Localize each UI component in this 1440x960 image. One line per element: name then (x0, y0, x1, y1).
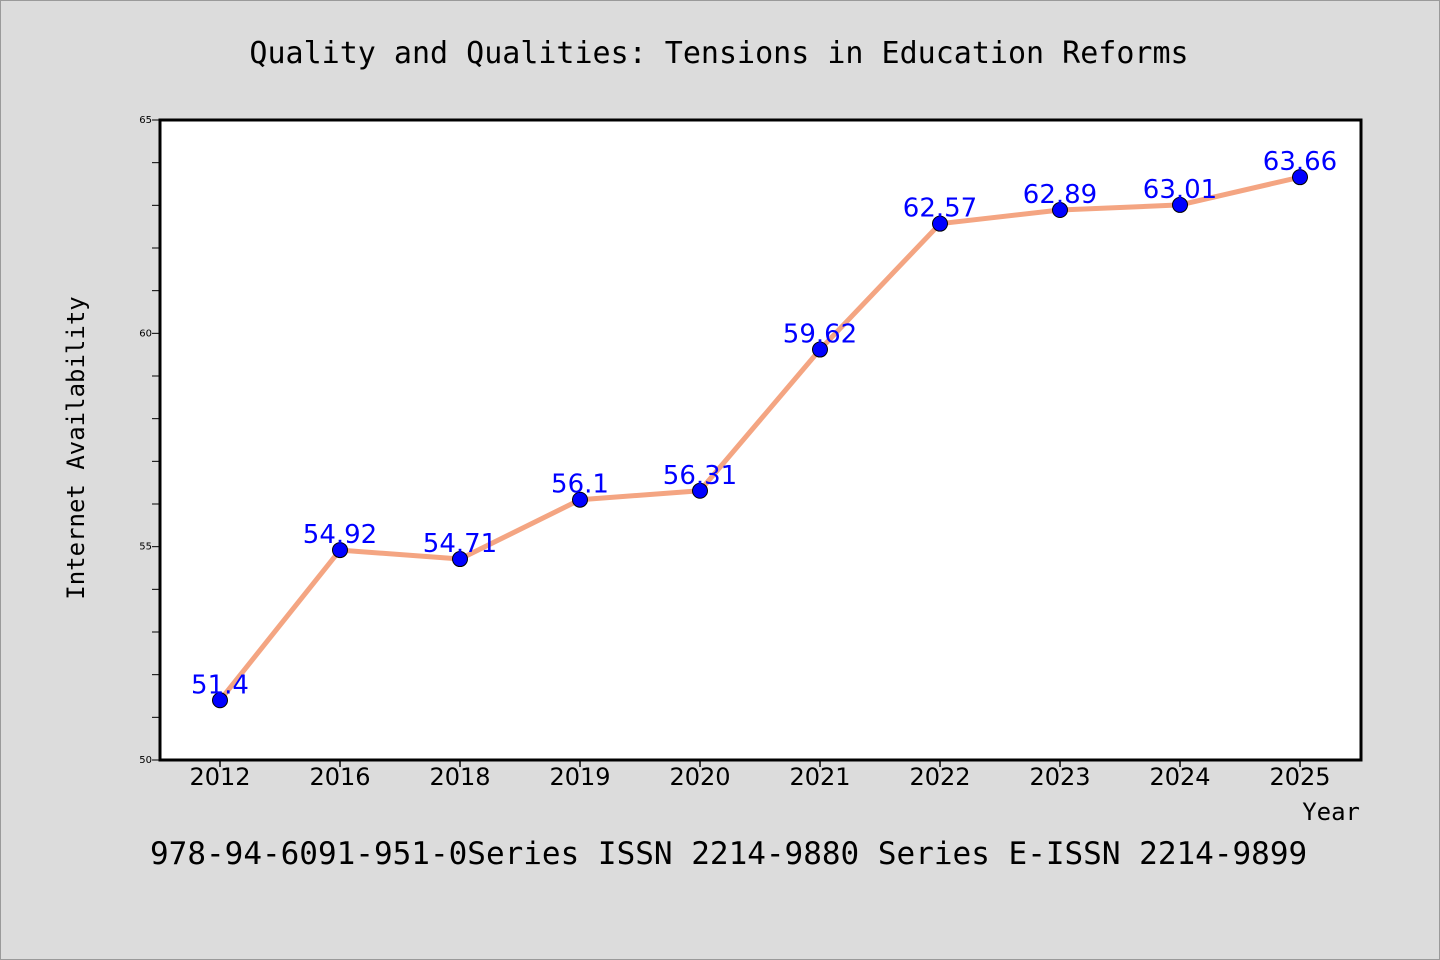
x-tick-label: 2016 (309, 763, 370, 791)
x-axis-title: Year (1302, 798, 1360, 826)
series-line (218, 174, 1301, 702)
plot-area (158, 118, 1363, 762)
data-label: 51.4 (191, 670, 249, 700)
data-label: 56.1 (551, 470, 609, 500)
data-point (932, 215, 948, 232)
data-point (452, 551, 468, 568)
data-point (1172, 196, 1188, 213)
data-markers (212, 169, 1308, 709)
x-tick-label: 2023 (1029, 763, 1090, 791)
data-label: 54.92 (303, 520, 377, 550)
x-tick-label: 2012 (189, 763, 250, 791)
data-label: 56.31 (663, 461, 737, 491)
data-label: 59.62 (783, 320, 857, 350)
y-tick-label: 60 (139, 328, 152, 339)
data-point (332, 542, 348, 559)
data-labels: 51.4 54.92 54.71 56.1 56.31 59.62 62.57 62.89 63… (191, 147, 1337, 700)
x-tick-label: 2021 (789, 763, 850, 791)
data-point (812, 341, 828, 358)
y-axis: 50 55 60 65 (139, 115, 160, 766)
x-tick-label: 2022 (909, 763, 970, 791)
chart-title: Quality and Qualities: Tensions in Educa… (249, 36, 1188, 71)
x-tick-label: 2024 (1149, 763, 1210, 791)
data-label: 63.01 (1143, 175, 1217, 205)
data-label: 54.71 (423, 529, 497, 559)
data-label: 62.57 (903, 194, 977, 224)
data-point (692, 482, 708, 499)
x-tick-label: 2018 (429, 763, 490, 791)
data-point (1052, 202, 1068, 219)
y-axis-title: Internet Availability (62, 296, 90, 599)
x-tick-label: 2025 (1269, 763, 1330, 791)
x-axis: 2012 2016 2018 2019 2020 2021 2022 2023 2024 2025 (189, 760, 1331, 791)
y-tick-label: 55 (139, 542, 152, 553)
data-point (572, 491, 588, 508)
data-point (212, 692, 228, 709)
data-label: 62.89 (1023, 180, 1097, 210)
data-point (1292, 169, 1308, 186)
x-tick-label: 2020 (669, 763, 730, 791)
y-tick-label: 50 (139, 755, 152, 766)
y-tick-label: 65 (139, 115, 152, 126)
data-label: 63.66 (1263, 147, 1337, 177)
footer-isbn-text: 978-94-6091-951-0Series ISSN 2214-9880 S… (150, 836, 1307, 872)
x-tick-label: 2019 (549, 763, 610, 791)
